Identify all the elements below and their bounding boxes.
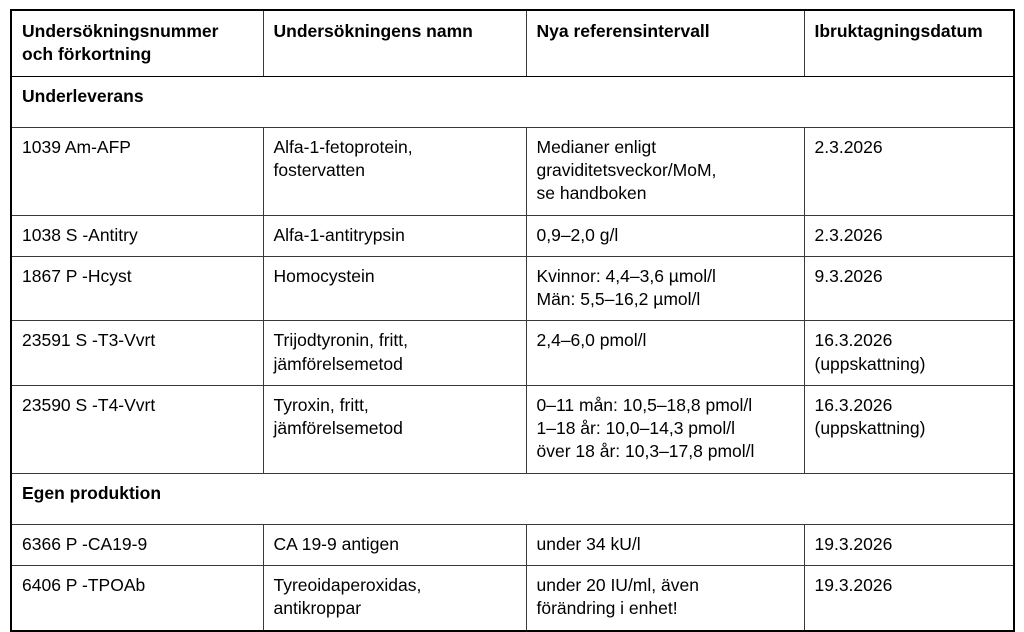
- cell-reference-interval: 2,4–6,0 pmol/l: [525, 320, 805, 386]
- cell-reference-interval: under 34 kU/l: [525, 523, 805, 567]
- cell-examination-name: Trijodtyronin, fritt, jämförelsemetod: [262, 320, 527, 386]
- table-row: 23590 S -T4-Vvrt Tyroxin, fritt, jämförel…: [10, 384, 1015, 474]
- cell-reference-interval: under 20 IU/ml, även förändring i enhet!: [525, 565, 805, 632]
- cell-examination-name: Tyroxin, fritt, jämförelsemetod: [262, 384, 527, 474]
- reference-intervals-table: Undersökningsnummer och förkortning Unde…: [10, 9, 1015, 632]
- cell-introduction-date: 2.3.2026: [803, 214, 1015, 257]
- cell-examination-id: 23590 S -T4-Vvrt: [10, 384, 264, 474]
- cell-reference-interval: 0–11 mån: 10,5–18,8 pmol/l 1–18 år: 10,0…: [525, 384, 805, 474]
- cell-examination-name: CA 19-9 antigen: [262, 523, 527, 567]
- column-header-id: Undersökningsnummer och förkortning: [10, 9, 264, 77]
- table-row: 1867 P -Hcyst Homocystein Kvinnor: 4,4–3,6…: [10, 255, 1015, 322]
- cell-introduction-date: 19.3.2026: [803, 523, 1015, 567]
- cell-reference-interval: Medianer enligt graviditetsveckor/MoM, s…: [525, 126, 805, 216]
- table-row: 6406 P -TPOAb Tyreoidaperoxidas, antikrop…: [10, 565, 1015, 632]
- table-row: 1039 Am-AFP Alfa-1-fetoprotein, fostervat…: [10, 126, 1015, 216]
- section-label: Egen produktion: [10, 472, 1015, 525]
- table-row: 1038 S -Antitry Alfa-1-antitrypsin 0,9–2,0…: [10, 214, 1015, 257]
- table-section-row: Egen produktion: [10, 472, 1015, 525]
- cell-examination-id: 1867 P -Hcyst: [10, 255, 264, 322]
- cell-introduction-date: 16.3.2026 (uppskattning): [803, 384, 1015, 474]
- table-row: 6366 P -CA19-9 CA 19-9 antigen under 34 kU…: [10, 523, 1015, 567]
- table-row: 23591 S -T3-Vvrt Trijodtyronin, fritt, jä…: [10, 320, 1015, 386]
- column-header-reference: Nya referensintervall: [525, 9, 805, 77]
- table-header: Undersökningsnummer och förkortning Unde…: [10, 9, 1015, 77]
- cell-examination-name: Alfa-1-fetoprotein, fostervatten: [262, 126, 527, 216]
- document-sheet: Undersökningsnummer och förkortning Unde…: [10, 9, 1015, 632]
- table-header-row: Undersökningsnummer och förkortning Unde…: [10, 9, 1015, 77]
- cell-reference-interval: Kvinnor: 4,4–3,6 µmol/l Män: 5,5–16,2 µm…: [525, 255, 805, 322]
- table-section-row: Underleverans: [10, 75, 1015, 128]
- column-header-date: Ibruktagningsdatum: [803, 9, 1015, 77]
- cell-examination-id: 1039 Am-AFP: [10, 126, 264, 216]
- cell-introduction-date: 2.3.2026: [803, 126, 1015, 216]
- column-header-name: Undersökningens namn: [262, 9, 527, 77]
- cell-examination-id: 6366 P -CA19-9: [10, 523, 264, 567]
- section-label: Underleverans: [10, 75, 1015, 128]
- cell-examination-name: Homocystein: [262, 255, 527, 322]
- cell-introduction-date: 19.3.2026: [803, 565, 1015, 632]
- cell-examination-id: 6406 P -TPOAb: [10, 565, 264, 632]
- cell-examination-name: Alfa-1-antitrypsin: [262, 214, 527, 257]
- cell-examination-id: 23591 S -T3-Vvrt: [10, 320, 264, 386]
- cell-introduction-date: 16.3.2026 (uppskattning): [803, 320, 1015, 386]
- cell-reference-interval: 0,9–2,0 g/l: [525, 214, 805, 257]
- table-body: Underleverans 1039 Am-AFP Alfa-1-fetoprote…: [10, 75, 1015, 632]
- cell-examination-name: Tyreoidaperoxidas, antikroppar: [262, 565, 527, 632]
- cell-introduction-date: 9.3.2026: [803, 255, 1015, 322]
- cell-examination-id: 1038 S -Antitry: [10, 214, 264, 257]
